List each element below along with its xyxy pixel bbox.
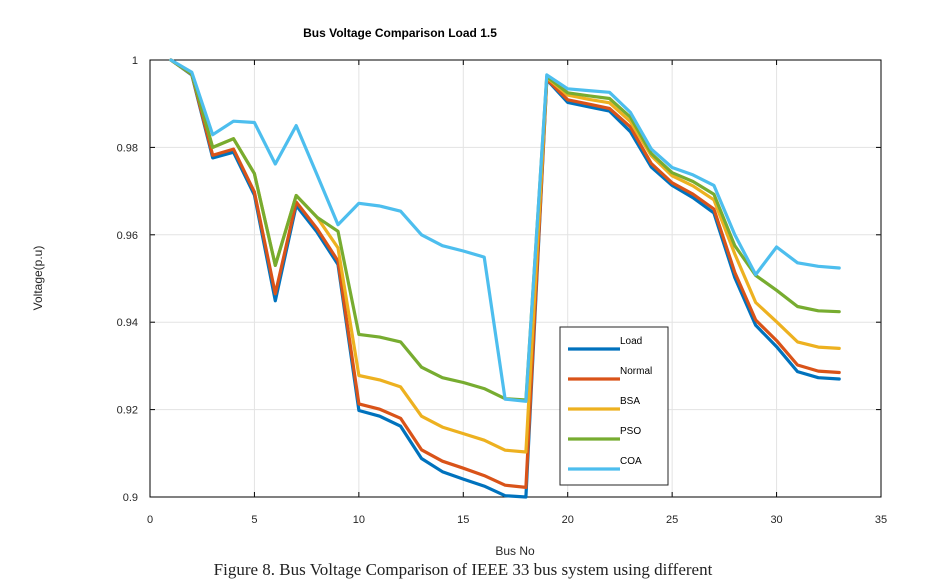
x-tick-label: 20 xyxy=(562,514,574,526)
x-axis-label: Bus No xyxy=(495,544,535,558)
y-tick-label: 0.9 xyxy=(123,492,138,504)
y-tick-label: 0.92 xyxy=(117,405,138,417)
legend: Load Normal BSA PSO COA xyxy=(559,326,669,486)
x-tick-label: 15 xyxy=(457,514,469,526)
legend-label-pso: PSO xyxy=(620,426,641,437)
y-tick-label: 1 xyxy=(132,55,138,67)
series-layer xyxy=(169,58,841,499)
x-tick-label: 10 xyxy=(353,514,365,526)
y-tick-label: 0.96 xyxy=(117,230,138,242)
y-tick-label: 0.94 xyxy=(117,317,138,329)
chart: Bus Voltage Comparison Load 1.5 0 5 10 15 20… xyxy=(31,26,888,558)
x-tick-label: 0 xyxy=(147,514,153,526)
chart-title: Bus Voltage Comparison Load 1.5 xyxy=(303,26,497,40)
x-tick-label: 5 xyxy=(251,514,257,526)
y-axis-label: Voltage(p.u) xyxy=(31,246,45,311)
legend-box xyxy=(559,326,669,486)
y-tick-label: 0.98 xyxy=(117,142,138,154)
x-tick-label: 25 xyxy=(666,514,678,526)
ticks: 0 5 10 15 20 25 30 35 0.9 0.92 0.94 0.96 0.98 1 xyxy=(117,55,888,526)
legend-label-normal: Normal xyxy=(620,366,652,377)
legend-label-load: Load xyxy=(620,336,642,347)
x-tick-label: 30 xyxy=(770,514,782,526)
plot-area xyxy=(149,59,882,498)
legend-label-bsa: BSA xyxy=(620,396,640,407)
figure-caption: Figure 8. Bus Voltage Comparison of IEEE… xyxy=(213,560,713,579)
series-line-normal xyxy=(169,58,841,489)
grid xyxy=(150,60,881,497)
series-line-coa xyxy=(169,58,841,403)
legend-label-coa: COA xyxy=(620,456,642,467)
x-tick-label: 35 xyxy=(875,514,887,526)
